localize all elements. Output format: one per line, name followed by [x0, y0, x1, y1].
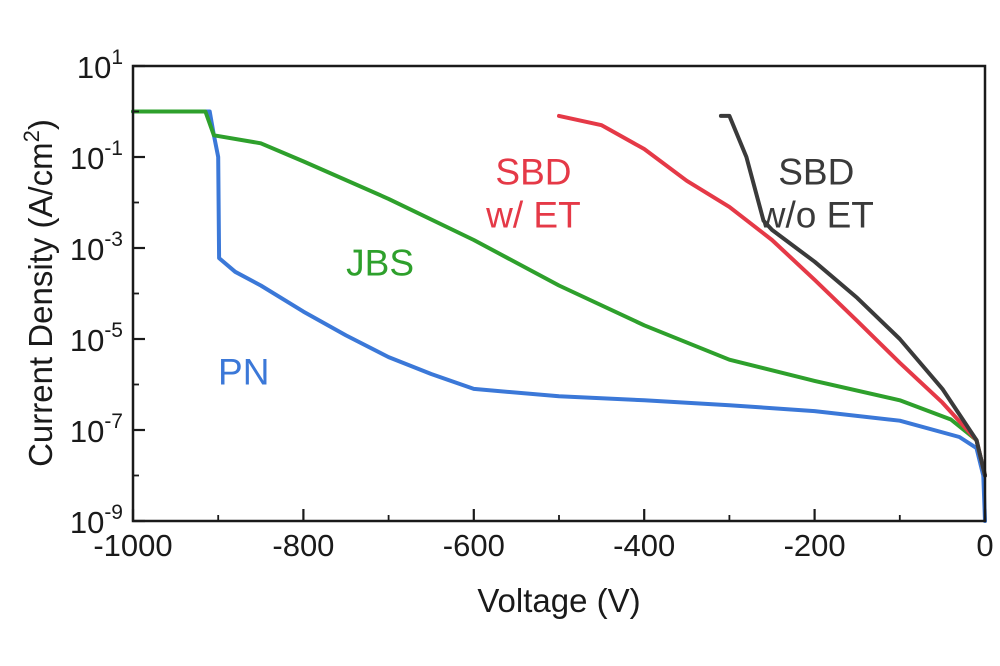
y-tick-label-3: 10-5 [70, 319, 123, 358]
y-tick-exponent: -7 [104, 410, 123, 433]
y-tick-label-0: 101 [77, 46, 123, 85]
y-tick-exponent: 1 [111, 46, 123, 69]
series-label-line: SBD [778, 151, 854, 192]
x-tick-label-4: -200 [784, 528, 846, 563]
y-tick-exponent: -3 [104, 228, 123, 251]
series-line-sbd-et [557, 113, 987, 478]
y-tick-base: 10 [70, 505, 104, 540]
y-tick-base: 10 [70, 414, 104, 449]
y-tick-base: 10 [70, 141, 104, 176]
series-label-line: SBD [495, 151, 571, 192]
series-line-jbs [131, 109, 987, 478]
y-tick-exponent: -9 [104, 501, 123, 524]
series-label-line: JBS [346, 242, 414, 283]
y-tick-exponent: -1 [104, 137, 123, 160]
series-label-line: w/o ET [758, 194, 874, 235]
y-tick-exponent: -5 [104, 319, 123, 342]
y-tick-label-5: 10-9 [70, 501, 123, 540]
y-tick-label-2: 10-3 [70, 228, 123, 267]
series-line-sbd-wo-et [718, 113, 987, 478]
x-tick-label-0: -1000 [93, 528, 172, 563]
y-tick-label-1: 10-1 [70, 137, 123, 176]
y-tick-label-4: 10-7 [70, 410, 123, 449]
x-axis-label: Voltage (V) [477, 582, 640, 619]
series-label-pn: PN [218, 352, 269, 393]
series-label-jbs: JBS [346, 242, 414, 283]
y-tick-base: 10 [70, 323, 104, 358]
y-axis-label-end: ) [22, 119, 59, 130]
x-tick-label-2: -600 [443, 528, 505, 563]
tick-layer: -1000 -800 -600 -400 -200 010110-110-310-510-… [70, 46, 994, 563]
x-tick-label-1: -800 [272, 528, 334, 563]
series-label-line: w/ ET [485, 194, 581, 235]
y-tick-base: 10 [70, 232, 104, 267]
series-label-sbd-et: SBD w/ ET [485, 151, 581, 235]
series-label-line: PN [218, 352, 269, 393]
x-tick-label-3: -400 [613, 528, 675, 563]
y-axis-label: Current Density (A/cm2) [19, 119, 59, 467]
series-layer [131, 109, 987, 523]
series-line-pn [131, 109, 987, 523]
y-tick-base: 10 [77, 50, 111, 85]
series-label-sbd-wo-et: SBD w/o ET [758, 151, 874, 235]
x-tick-label-5: 0 [976, 528, 993, 563]
y-axis-label-main: Current Density (A/cm [22, 142, 59, 467]
y-axis-label-sup: 2 [19, 130, 44, 142]
